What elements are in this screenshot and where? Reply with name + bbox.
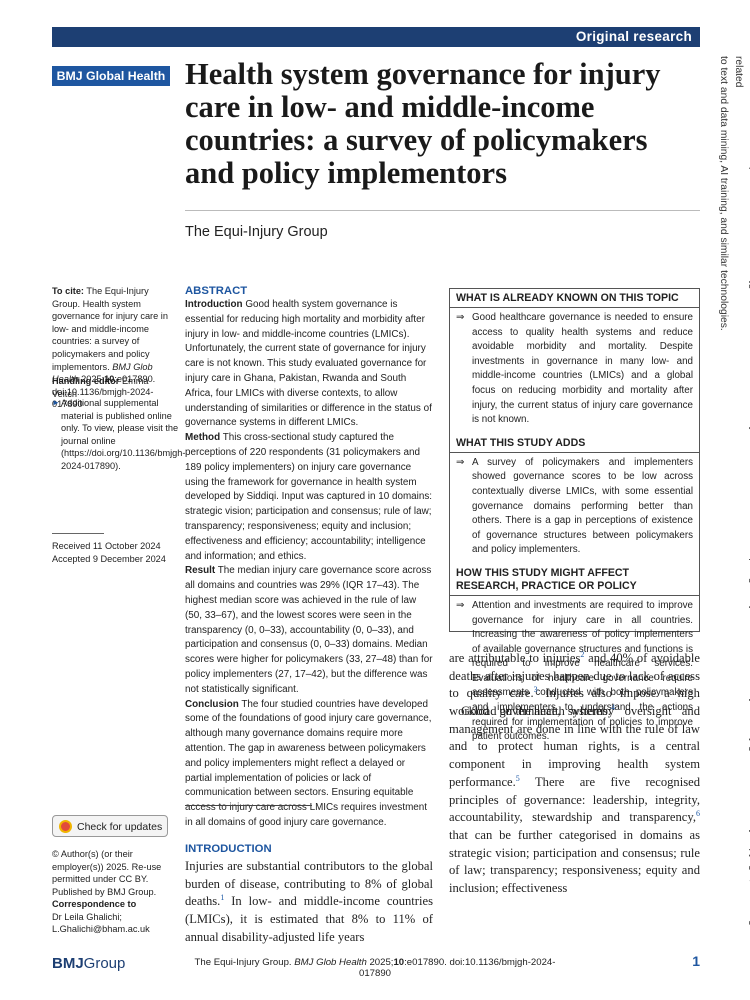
paragraph: Injuries are substantial contributors to… bbox=[185, 858, 433, 947]
reference: 6 bbox=[696, 809, 700, 819]
bullet-text: Good healthcare governance is needed to … bbox=[472, 312, 693, 426]
email[interactable]: L.Ghalichi@bham.ac.uk bbox=[52, 924, 150, 935]
corresponding-author: Dr Leila Ghalichi; bbox=[52, 911, 122, 922]
label: Correspondence to bbox=[52, 899, 137, 909]
cite-text: The Equi-Injury Group. Health system gov… bbox=[52, 286, 168, 372]
doi: :e017890. doi:10.1136/bmjgh-2024-017890 bbox=[358, 957, 556, 979]
bullet-arrow: ⇒ bbox=[456, 599, 465, 611]
paragraph: are attributable to injuries2 and 40% of… bbox=[449, 650, 700, 721]
section-label: Result bbox=[185, 565, 216, 577]
check-updates[interactable]: Check for updates bbox=[52, 815, 168, 837]
abstract-section: Introduction Good health system governan… bbox=[185, 298, 433, 431]
divider bbox=[185, 805, 312, 806]
box-heading: HOW THIS STUDY MIGHT AFFECT RESEARCH, PR… bbox=[450, 564, 699, 596]
text-run: are attributable to injuries bbox=[449, 651, 581, 665]
cite-journal: BMJ Glob Health bbox=[52, 361, 153, 385]
journal: BMJ Glob Health bbox=[294, 957, 367, 968]
section-text: The four studied countries have develope… bbox=[185, 698, 432, 828]
footer-citation: The Equi-Injury Group. BMJ Glob Health 2… bbox=[190, 957, 560, 979]
section-label: Conclusion bbox=[185, 698, 239, 710]
abstract-section: Conclusion The four studied countries ha… bbox=[185, 698, 433, 831]
text-run: Injuries also impose a high workload on … bbox=[449, 686, 700, 719]
text-run: that can be further categorised in domai… bbox=[449, 827, 700, 896]
box-item: ⇒ A survey of policymakers and implemente… bbox=[450, 453, 699, 564]
supplemental: ► Additional supplemental material is pub… bbox=[52, 398, 186, 471]
page-number: 1 bbox=[692, 953, 700, 969]
abstract-body: Introduction Good health system governan… bbox=[185, 298, 433, 831]
side-note: BMJ Global Health: first published as 10… bbox=[716, 56, 750, 996]
box-heading: WHAT IS ALREADY KNOWN ON THIS TOPIC bbox=[450, 289, 699, 308]
side-note-line: BMJ Global Health: first published as 10… bbox=[733, 56, 750, 966]
label: To cite: bbox=[52, 286, 84, 296]
correspondence: Correspondence to Dr Leila Ghalichi; L.Gha… bbox=[52, 898, 170, 936]
text-run: Injuries are substantial contributors to… bbox=[185, 859, 433, 909]
box-item: ⇒ Good healthcare governance is needed to… bbox=[450, 308, 699, 434]
abstract-heading: ABSTRACT bbox=[185, 285, 248, 297]
summary-box: WHAT IS ALREADY KNOWN ON THIS TOPIC ⇒ Good… bbox=[449, 288, 700, 742]
handling-editor: Handling editor Emma Veitch bbox=[52, 375, 170, 400]
text-run: In low- and middle-income countries (LMI… bbox=[185, 894, 433, 944]
reference: 4 bbox=[610, 702, 615, 712]
reference: 2 bbox=[580, 649, 585, 659]
text-run: Good governance, whereby oversight and m… bbox=[449, 704, 700, 789]
header-bar: Original research bbox=[52, 27, 700, 47]
bullet-text: Attention and investments are required t… bbox=[472, 599, 693, 743]
section-label: Method bbox=[185, 432, 221, 444]
reference: 3 bbox=[533, 685, 538, 695]
divider bbox=[52, 533, 104, 534]
to-cite: To cite: The Equi-Injury Group. Health s… bbox=[52, 285, 170, 411]
abstract: ABSTRACT Introduction Good health system… bbox=[185, 284, 433, 831]
section-text: This cross-sectional study captured the … bbox=[185, 432, 433, 562]
received: Received 11 October 2024 bbox=[52, 541, 161, 551]
article-title: Health system governance for injury care… bbox=[185, 57, 661, 190]
logo-bmj: BMJ bbox=[52, 955, 84, 972]
paragraph: Good governance, whereby oversight and m… bbox=[449, 703, 700, 898]
journal-badge: BMJ Global Health bbox=[52, 66, 170, 86]
abstract-section: Method This cross-sectional study captur… bbox=[185, 431, 433, 564]
cite-doi: :e017890. doi:10.1136/bmjgh-2024-017890 bbox=[52, 374, 156, 410]
publisher-logo: BMJGroup bbox=[52, 955, 125, 972]
bullet-arrow: ⇒ bbox=[456, 456, 465, 468]
authors: The Equi-Injury Group bbox=[185, 224, 328, 240]
text-run: and 40% of avoidable deaths after injuri… bbox=[449, 651, 700, 701]
section-text: Good health system governance is essenti… bbox=[185, 299, 432, 429]
section-heading: INTRODUCTION bbox=[185, 843, 272, 855]
bullet-arrow: ⇒ bbox=[456, 312, 465, 323]
abstract-section: Result The median injury care governance… bbox=[185, 564, 433, 697]
cite-volume: 10 bbox=[104, 374, 115, 385]
accepted: Accepted 9 December 2024 bbox=[52, 554, 166, 564]
box-heading: WHAT THIS STUDY ADDS bbox=[450, 434, 699, 453]
divider bbox=[185, 210, 700, 211]
logo-group: Group bbox=[83, 955, 126, 972]
cite-year: 2025; bbox=[81, 374, 105, 385]
supplemental-text: Additional supplemental material is publ… bbox=[61, 398, 186, 471]
authors: The Equi-Injury Group. bbox=[194, 957, 292, 968]
side-note-line: to text and data mining, AI training, an… bbox=[718, 56, 729, 331]
bullet-text: A survey of policymakers and implementer… bbox=[472, 456, 693, 556]
label: Handling editor bbox=[52, 376, 120, 386]
volume: 10 bbox=[393, 957, 405, 968]
section-text: The median injury care governance score … bbox=[185, 565, 433, 695]
article-type: Original research bbox=[575, 29, 692, 44]
reference: 1 bbox=[220, 893, 225, 903]
copyright: © Author(s) (or their employer(s)) 2025.… bbox=[52, 849, 162, 897]
section-label: Introduction bbox=[185, 299, 243, 310]
year: 2025; bbox=[369, 957, 394, 968]
check-updates-label[interactable]: Check for updates bbox=[77, 821, 163, 833]
editor-name: Emma Veitch bbox=[52, 376, 149, 399]
reference: 5 bbox=[515, 773, 520, 783]
box-item: ⇒ Attention and investments are required … bbox=[450, 596, 699, 751]
text-run: There are five recognised principles of … bbox=[449, 774, 701, 825]
